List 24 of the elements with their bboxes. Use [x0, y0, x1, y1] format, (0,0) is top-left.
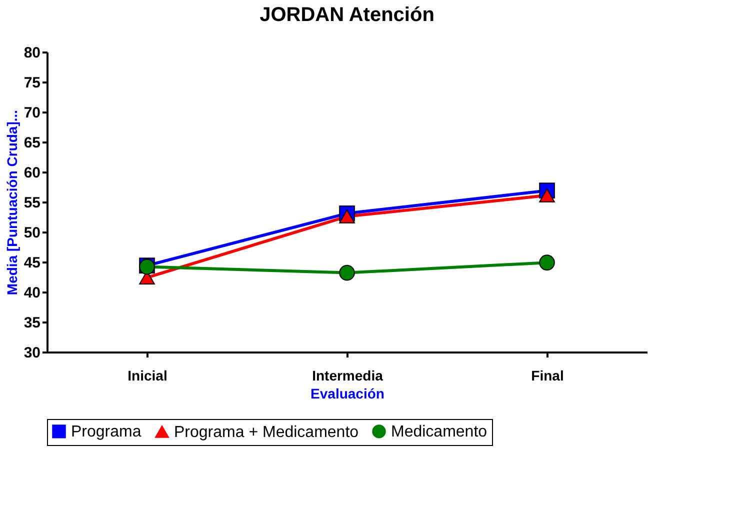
- point: [539, 254, 555, 270]
- y-tick-label: 30: [24, 344, 40, 362]
- legend-label: Programa: [71, 423, 142, 440]
- point: [339, 209, 355, 224]
- y-tick-label: 80: [24, 44, 40, 62]
- y-tick-label: 40: [24, 284, 40, 302]
- point: [539, 188, 555, 202]
- x-tick-label: Final: [531, 368, 564, 384]
- y-tick-label: 35: [24, 314, 40, 332]
- y-tick-label: 45: [24, 254, 40, 272]
- x-tick-label: Inicial: [128, 368, 168, 384]
- legend-label: Programa + Medicamento: [174, 424, 359, 441]
- legend-label: Medicamento: [391, 423, 488, 440]
- chart-title: JORDAN Atención: [260, 4, 434, 26]
- y-tick-label: 60: [24, 164, 40, 182]
- y-tick-label: 55: [24, 194, 40, 212]
- x-tick-label: Intermedia: [312, 368, 384, 384]
- y-tick-label: 75: [24, 74, 40, 92]
- point: [339, 264, 355, 281]
- y-tick-label: 70: [24, 104, 40, 122]
- y-tick-label: 50: [24, 224, 40, 242]
- y-axis-title: Media [Puntuación Cruda]...: [4, 110, 20, 296]
- y-tick-label: 65: [24, 134, 40, 152]
- x-axis-title: Evaluación: [310, 386, 384, 402]
